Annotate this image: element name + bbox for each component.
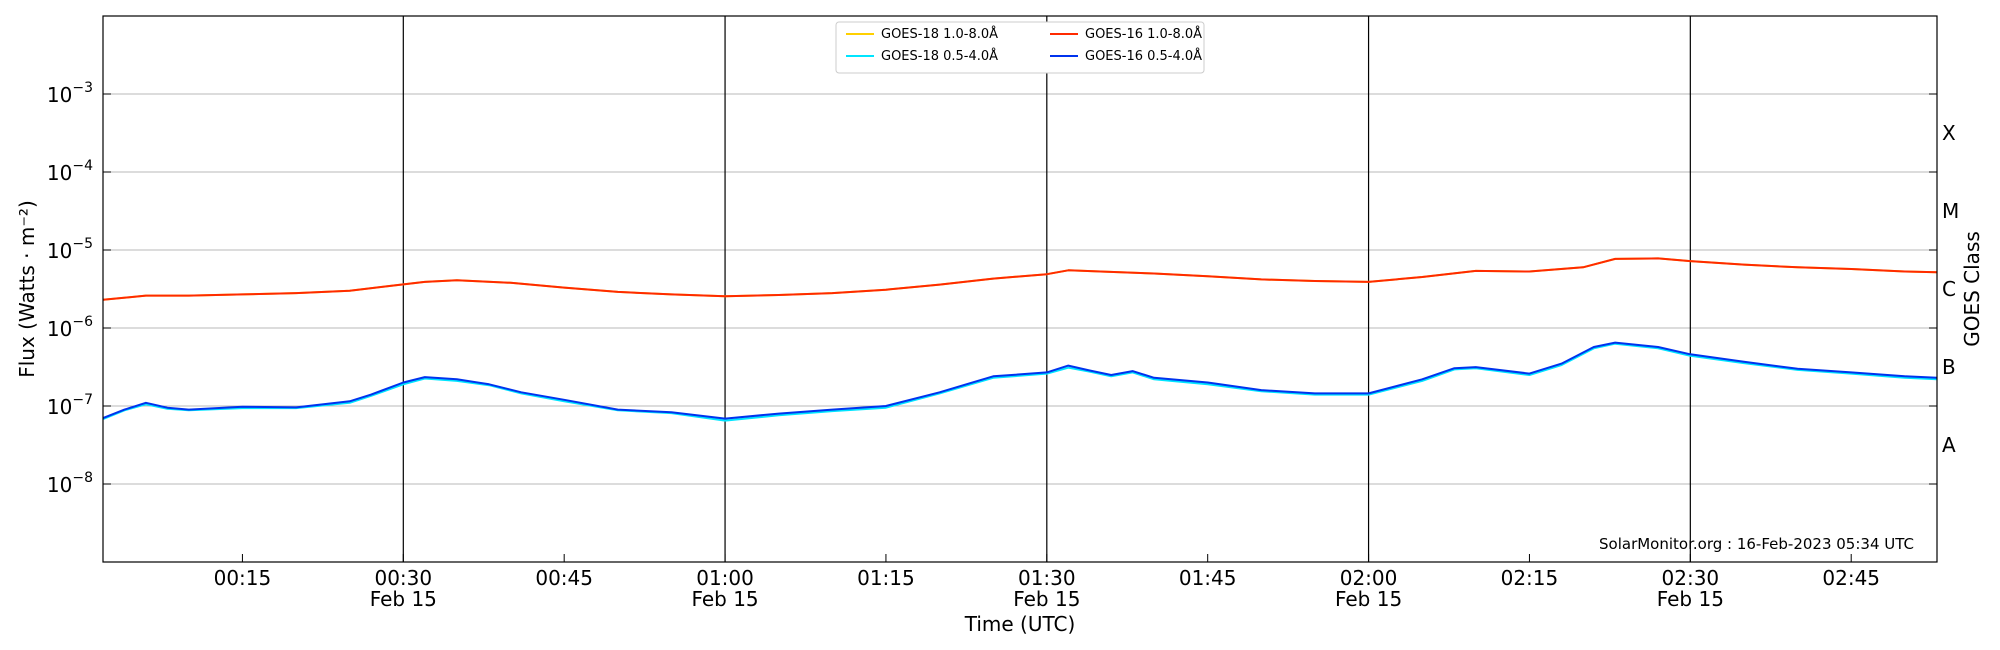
goes-class-labels: X M C B A <box>1942 121 1959 457</box>
legend-label: GOES-18 1.0-8.0Å <box>881 26 998 42</box>
x-tick-time-label: 01:15 <box>857 566 915 590</box>
x-axis-title: Time (UTC) <box>964 612 1076 636</box>
y-tick-label: 10−6 <box>47 314 93 341</box>
x-tick-time-label: 02:30 <box>1662 566 1720 590</box>
series-line-1 <box>102 342 1938 422</box>
y-axis-title: Flux (Watts · m⁻²) <box>15 200 39 378</box>
goes-class-label: B <box>1942 355 1956 379</box>
x-tick-time-label: 00:30 <box>374 566 432 590</box>
series-line-3 <box>102 341 1938 420</box>
y-tick-exponent: −4 <box>72 158 93 174</box>
x-tick-time-label: 01:45 <box>1179 566 1237 590</box>
legend-label: GOES-18 0.5-4.0Å <box>881 48 998 64</box>
y-tick-exponent: −5 <box>72 236 93 252</box>
x-tick-date-label: Feb 15 <box>691 587 758 611</box>
y-tick-exponent: −8 <box>72 470 93 486</box>
x-tick-time-label: 02:15 <box>1501 566 1559 590</box>
y-tick-label: 10−5 <box>47 236 93 263</box>
x-tick-date-label: Feb 15 <box>370 587 437 611</box>
goes-class-label: M <box>1942 199 1959 223</box>
legend-label: GOES-16 1.0-8.0Å <box>1085 26 1202 42</box>
y-tick-label: 10−8 <box>47 470 93 497</box>
x-tick-time-label: 01:00 <box>696 566 754 590</box>
legend: GOES-18 1.0-8.0Å GOES-18 0.5-4.0Å GOES-16 … <box>835 21 1205 74</box>
goes-class-label: C <box>1942 277 1956 301</box>
goes-class-label: X <box>1942 121 1956 145</box>
legend-label: GOES-16 0.5-4.0Å <box>1085 48 1202 64</box>
series-line-2 <box>102 257 1938 301</box>
legend-box <box>835 21 1205 74</box>
y-tick-label: 10−4 <box>47 158 93 185</box>
credit-text: SolarMonitor.org : 16-Feb-2023 05:34 UTC <box>1599 535 1914 553</box>
plot-frame <box>102 15 1938 563</box>
x-tick-date-label: Feb 15 <box>1335 587 1402 611</box>
x-tick-time-label: 00:45 <box>535 566 593 590</box>
x-tick-time-label: 01:30 <box>1018 566 1076 590</box>
plot-background <box>103 16 1937 562</box>
y-tick-exponent: −6 <box>72 314 93 330</box>
x-tick-date-label: Feb 15 <box>1657 587 1724 611</box>
right-axis-title: GOES Class <box>1960 231 1984 347</box>
y-tick-label: 10−7 <box>47 392 93 419</box>
data-series <box>102 257 1938 422</box>
grid-lines <box>103 93 1937 485</box>
x-tick-date-label: Feb 15 <box>1013 587 1080 611</box>
goes-class-label: A <box>1942 433 1956 457</box>
y-tick-exponent: −3 <box>72 80 93 96</box>
y-tick-exponent: −7 <box>72 392 93 408</box>
x-tick-time-label: 02:45 <box>1822 566 1880 590</box>
day-marker-lines <box>402 16 1691 562</box>
y-tick-label: 10−3 <box>47 80 93 107</box>
legend-entries: GOES-18 1.0-8.0Å GOES-18 0.5-4.0Å GOES-16 … <box>846 26 1202 64</box>
x-tick-time-label: 00:15 <box>214 566 272 590</box>
x-tick-time-label: 02:00 <box>1340 566 1398 590</box>
